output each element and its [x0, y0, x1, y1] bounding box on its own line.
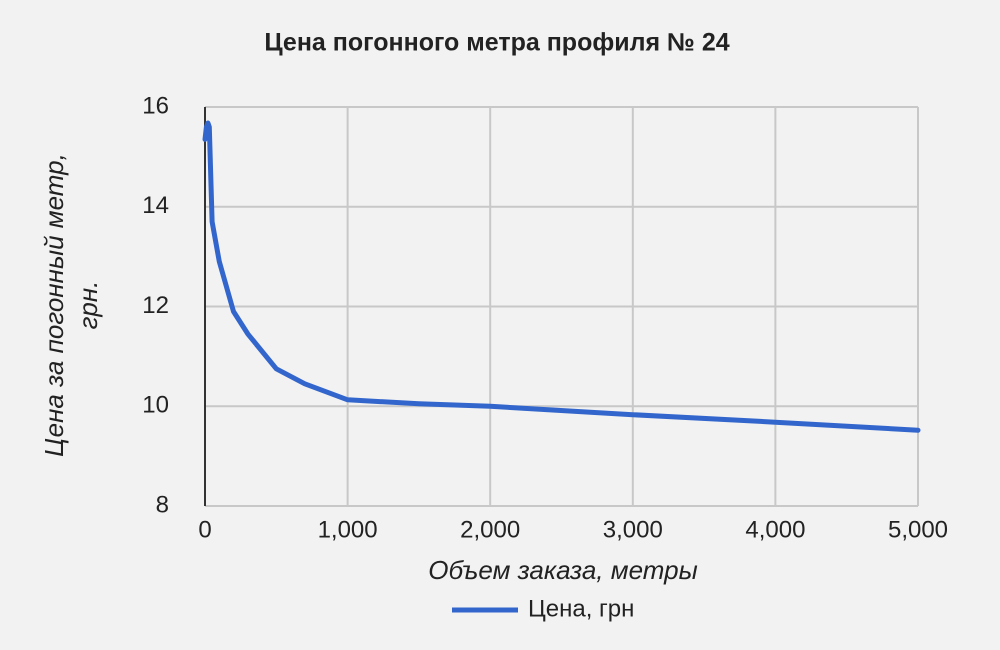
y-axis-label-line: грн. — [73, 281, 103, 330]
x-tick-label: 3,000 — [603, 516, 663, 543]
legend-label: Цена, грн — [528, 595, 634, 622]
y-tick-label: 12 — [142, 292, 169, 319]
y-axis-label-line: Цена за погонный метр, — [39, 153, 69, 457]
x-tick-label: 4,000 — [745, 516, 805, 543]
x-tick-label: 2,000 — [460, 516, 520, 543]
x-tick-label: 5,000 — [888, 516, 948, 543]
grid: 8 10 12 14 16 0 1,000 2,000 3,000 4,000 5,000 — [142, 92, 948, 543]
x-tick-label: 1,000 — [318, 516, 378, 543]
plot — [202, 120, 921, 433]
y-tick-label: 16 — [142, 92, 169, 119]
x-axis-label: Объем заказа, метры — [428, 555, 697, 585]
y-tick-label: 8 — [156, 491, 169, 518]
y-tick-label: 10 — [142, 392, 169, 419]
x-tick-label: 0 — [198, 516, 211, 543]
y-axis-label: Цена за погонный метр, грн. — [39, 153, 103, 457]
y-tick-label: 14 — [142, 192, 169, 219]
data-line — [202, 120, 921, 433]
legend: Цена, грн — [452, 595, 634, 622]
chart-title: Цена погонного метра профиля № 24 — [264, 29, 729, 57]
